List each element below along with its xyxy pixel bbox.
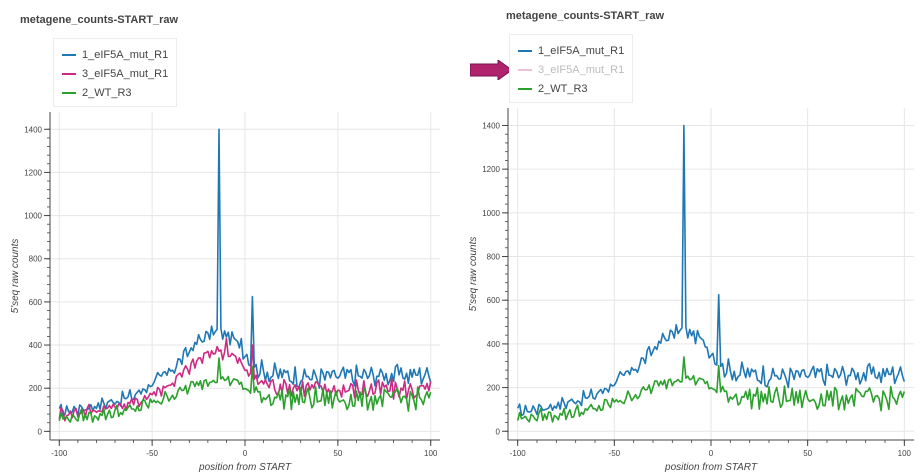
y-tick-label: 600 bbox=[29, 298, 43, 307]
legend-item-series-3[interactable]: 2_WT_R3 bbox=[62, 83, 168, 102]
series-line-2 bbox=[58, 337, 432, 422]
legend-label: 2_WT_R3 bbox=[538, 82, 588, 95]
legend-item-series-1[interactable]: 1_eIF5A_mut_R1 bbox=[62, 45, 168, 64]
chart-legend[interactable]: 1_eIF5A_mut_R1 3_eIF5A_mut_R1 2_WT_R3 bbox=[53, 38, 178, 107]
y-tick-label: 200 bbox=[29, 384, 43, 393]
y-tick-label: 600 bbox=[487, 296, 501, 305]
y-tick-label: 400 bbox=[29, 341, 43, 350]
legend-label: 1_eIF5A_mut_R1 bbox=[538, 44, 625, 57]
y-tick-label: 1000 bbox=[24, 212, 42, 221]
legend-label: 1_eIF5A_mut_R1 bbox=[82, 48, 169, 61]
y-tick-label: 1400 bbox=[482, 121, 500, 130]
x-tick-label: -100 bbox=[510, 449, 527, 458]
y-tick-label: 0 bbox=[496, 427, 501, 436]
y-tick-label: 1200 bbox=[482, 165, 500, 174]
legend-label: 2_WT_R3 bbox=[82, 86, 132, 99]
x-tick-label: 0 bbox=[709, 449, 714, 458]
y-tick-label: 1400 bbox=[24, 125, 42, 134]
x-tick-label: -50 bbox=[146, 449, 158, 458]
series-line-3 bbox=[58, 357, 432, 423]
y-axis-title: 5'seq raw counts bbox=[10, 239, 21, 314]
legend-label: 3_eIF5A_mut_R1 bbox=[82, 67, 169, 80]
y-axis-title: 5'seq raw counts bbox=[468, 237, 479, 312]
y-tick-label: 1000 bbox=[482, 209, 500, 218]
chart-title: metagene_counts-START_raw bbox=[506, 10, 665, 22]
legend-swatch bbox=[518, 49, 532, 52]
y-tick-label: 1200 bbox=[24, 168, 42, 177]
series-line-1 bbox=[58, 128, 432, 417]
y-tick-label: 800 bbox=[29, 255, 43, 264]
y-tick-label: 400 bbox=[487, 340, 501, 349]
x-tick-label: 100 bbox=[898, 449, 912, 458]
legend-item-series-1[interactable]: 1_eIF5A_mut_R1 bbox=[518, 41, 624, 60]
right-arrow-icon bbox=[470, 60, 513, 80]
x-axis-title: position from START bbox=[198, 462, 292, 473]
series-line-1 bbox=[516, 124, 906, 417]
x-tick-label: 50 bbox=[803, 449, 812, 458]
x-axis-title: position from START bbox=[664, 462, 758, 473]
y-tick-label: 0 bbox=[38, 427, 43, 436]
legend-item-series-3[interactable]: 2_WT_R3 bbox=[518, 79, 624, 98]
chart-panel-right: metagene_counts-START_raw 1_eIF5A_mut_R1… bbox=[456, 0, 922, 474]
series-line-3 bbox=[516, 356, 906, 423]
y-tick-label: 800 bbox=[487, 253, 501, 262]
line-chart: 0 200 400 600 800 1000 1200 1400 -100 -50 0 50 100 po… bbox=[468, 108, 914, 473]
x-tick-label: 0 bbox=[243, 449, 248, 458]
legend-swatch bbox=[62, 53, 76, 56]
legend-item-series-2[interactable]: 3_eIF5A_mut_R1 bbox=[62, 64, 168, 83]
x-tick-label: 100 bbox=[424, 449, 438, 458]
x-tick-label: -100 bbox=[51, 449, 68, 458]
legend-swatch bbox=[62, 72, 76, 75]
legend-swatch bbox=[518, 68, 532, 71]
legend-swatch bbox=[62, 91, 76, 94]
legend-item-series-2-hidden[interactable]: 3_eIF5A_mut_R1 bbox=[518, 60, 624, 79]
chart-legend[interactable]: 1_eIF5A_mut_R1 3_eIF5A_mut_R1 2_WT_R3 bbox=[509, 34, 634, 103]
chart-panel-left: metagene_counts-START_raw 1_eIF5A_mut_R1… bbox=[0, 0, 446, 474]
chart-title: metagene_counts-START_raw bbox=[20, 14, 179, 26]
legend-label: 3_eIF5A_mut_R1 bbox=[538, 63, 625, 76]
line-chart: 0 200 400 600 800 1000 1200 1400 -100 -50 0 50 100 po… bbox=[10, 112, 440, 473]
legend-swatch bbox=[518, 87, 532, 90]
grid-lines bbox=[508, 108, 914, 440]
y-tick-label: 200 bbox=[487, 384, 501, 393]
x-tick-label: 50 bbox=[333, 449, 342, 458]
x-tick-label: -50 bbox=[609, 449, 621, 458]
